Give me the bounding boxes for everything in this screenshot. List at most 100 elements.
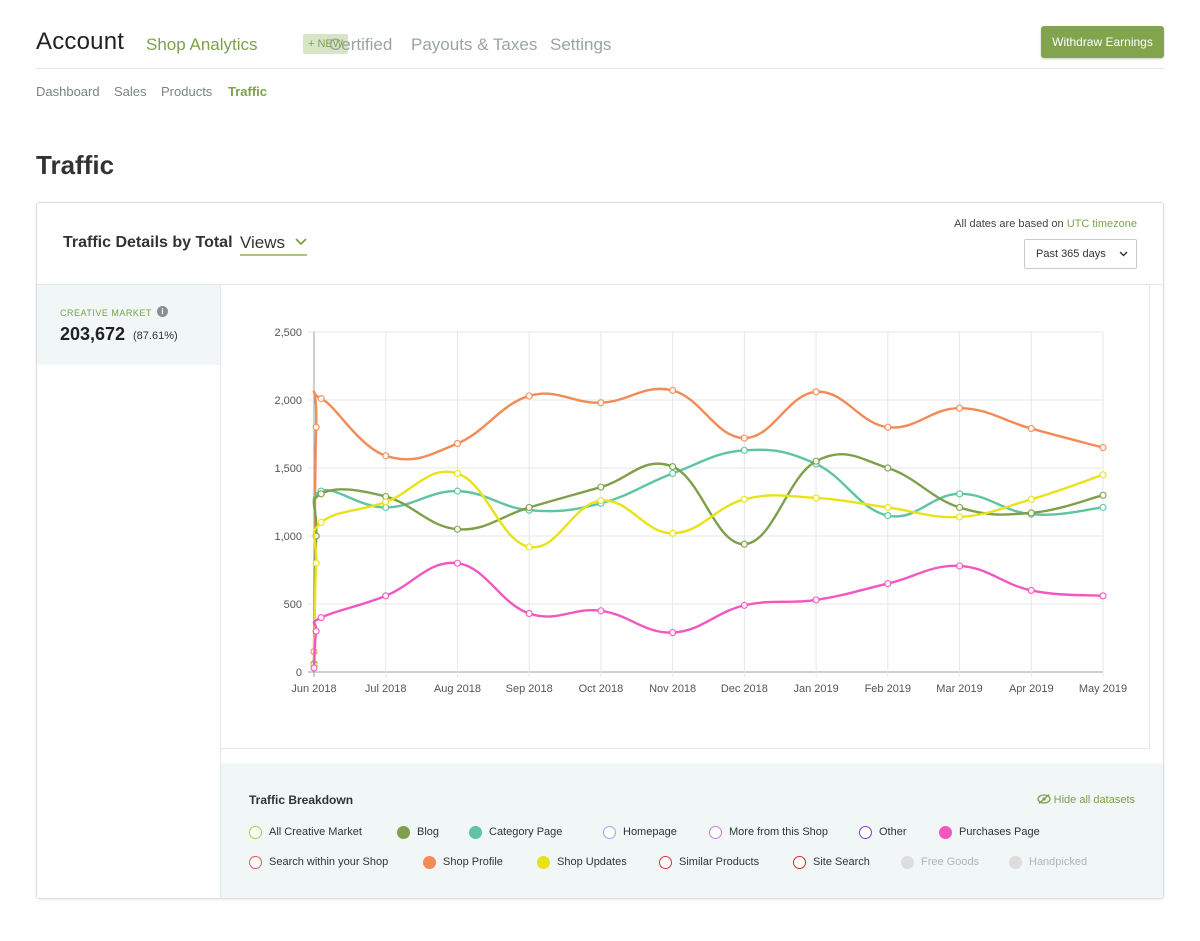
legend-dot: [469, 826, 482, 839]
data-point: [1027, 424, 1035, 433]
data-point: [525, 543, 533, 551]
legend-label: Blog: [417, 826, 440, 838]
legend-label: Shop Updates: [557, 856, 627, 868]
card-title: Traffic Details by Total: [63, 234, 233, 251]
legend-dot: [709, 826, 722, 839]
legend-label: All Creative Market: [269, 826, 362, 838]
data-point: [525, 609, 533, 618]
data-point: [1099, 592, 1107, 600]
new-badge: + NEW: [303, 34, 349, 54]
data-point: [317, 490, 325, 498]
data-point: [740, 495, 748, 503]
data-point: [812, 494, 820, 502]
data-point: [740, 540, 748, 548]
date-range-value: Past 365 days: [1036, 248, 1106, 260]
data-point: [1099, 471, 1107, 479]
data-point: [312, 559, 320, 567]
y-tick-label: 1,000: [274, 531, 302, 543]
legend-label: Free Goods: [921, 856, 980, 868]
legend-dot: [423, 856, 436, 869]
data-point: [669, 469, 677, 478]
series-line: [312, 561, 1104, 668]
traffic-card: Traffic Details by Total Views All dates…: [36, 202, 1164, 899]
data-point: [312, 423, 320, 431]
top-nav: Account Shop Analytics + NEW Certified P…: [36, 0, 1164, 69]
data-point: [382, 452, 390, 460]
x-tick-label: Jun 2018: [291, 683, 336, 695]
data-point: [812, 388, 820, 396]
data-point: [453, 559, 462, 567]
legend-label: Homepage: [623, 826, 677, 838]
data-point: [312, 627, 320, 635]
subnav-products[interactable]: Products: [161, 84, 213, 99]
creative-market-stat[interactable]: CREATIVE MARKET i 203,672 (87.61%): [37, 285, 220, 365]
data-point: [453, 469, 462, 478]
data-point: [525, 392, 533, 400]
chevron-down-icon: [295, 235, 307, 249]
metric-dropdown[interactable]: Views: [240, 233, 308, 256]
x-tick-label: Oct 2018: [579, 683, 624, 695]
withdraw-earnings-button[interactable]: Withdraw Earnings: [1041, 26, 1164, 58]
data-point: [317, 614, 325, 622]
x-tick-label: Sep 2018: [506, 683, 553, 695]
chart-svg: 0 500 1,000 1,500 2,000 2,500 Jun 2018 Jul 2018…: [274, 327, 1127, 695]
stat-percent: (87.61%): [133, 330, 178, 342]
legend-label: More from this Shop: [729, 826, 829, 838]
data-point: [597, 607, 605, 615]
subnav-sales[interactable]: Sales: [114, 84, 147, 99]
legend-label: Category Page: [489, 826, 563, 838]
data-point: [669, 628, 677, 637]
x-tick-label: Aug 2018: [434, 683, 481, 695]
data-point: [597, 483, 605, 491]
data-point: [310, 664, 318, 672]
subnav-traffic[interactable]: Traffic: [228, 84, 268, 99]
data-point: [1027, 495, 1035, 503]
card-header: Traffic Details by Total Views All dates…: [37, 203, 1163, 285]
data-point: [1099, 503, 1107, 512]
legend-dot: [1009, 856, 1022, 869]
data-point: [884, 503, 892, 512]
page-title: Traffic: [36, 150, 115, 180]
utc-timezone-link[interactable]: UTC timezone: [1066, 218, 1137, 230]
subnav-dashboard[interactable]: Dashboard: [36, 84, 100, 99]
legend-dot: [659, 856, 672, 869]
x-tick-label: May 2019: [1079, 683, 1127, 695]
legend-label: Handpicked: [1029, 856, 1088, 868]
nav-shop-analytics[interactable]: Shop Analytics: [146, 35, 258, 54]
hide-all-datasets-link[interactable]: Hide all datasets: [1036, 794, 1135, 806]
data-point: [669, 386, 677, 395]
data-point: [884, 580, 892, 588]
data-point: [955, 562, 964, 570]
account-title[interactable]: Account: [36, 28, 125, 55]
info-icon[interactable]: i: [157, 306, 168, 317]
data-point: [669, 529, 677, 537]
x-tick-label: Jul 2018: [365, 683, 407, 695]
series-line: [312, 470, 1104, 666]
date-range-select[interactable]: Past 365 days: [1024, 239, 1137, 269]
nav-certified[interactable]: Certified: [329, 35, 393, 54]
data-point: [317, 518, 325, 526]
data-point: [453, 439, 462, 448]
timezone-note-text: All dates are based on: [954, 218, 1064, 230]
chevron-down-icon: [1119, 240, 1128, 280]
legend-dot: [603, 826, 616, 839]
legend-dot: [397, 826, 410, 839]
data-point: [382, 498, 390, 506]
data-point: [740, 446, 748, 454]
data-point: [317, 395, 325, 403]
legend-dot: [793, 856, 806, 869]
data-point: [884, 464, 892, 472]
breakdown-title: Traffic Breakdown: [249, 793, 354, 807]
traffic-breakdown: Traffic Breakdown Hide all datasets All …: [221, 763, 1163, 898]
data-point: [453, 487, 462, 495]
data-point: [812, 596, 820, 604]
y-tick-label: 0: [296, 667, 302, 679]
data-point: [1027, 586, 1035, 594]
x-tick-label: Dec 2018: [721, 683, 768, 695]
nav-payouts-taxes[interactable]: Payouts & Taxes: [411, 35, 538, 54]
data-point: [955, 404, 964, 412]
x-tick-label: Jan 2019: [793, 683, 838, 695]
nav-settings[interactable]: Settings: [550, 35, 612, 54]
data-point: [740, 434, 748, 442]
y-tick-label: 500: [284, 599, 302, 611]
